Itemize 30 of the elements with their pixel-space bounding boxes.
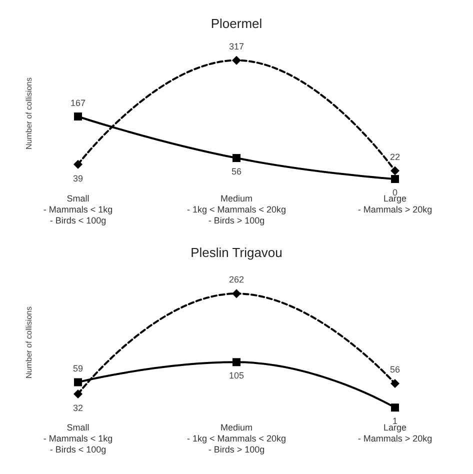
point bbox=[74, 378, 82, 386]
point bbox=[232, 358, 240, 366]
point bbox=[391, 404, 399, 412]
point bbox=[74, 390, 82, 399]
data-label: 39 bbox=[72, 173, 84, 184]
data-label: 22 bbox=[390, 152, 400, 162]
y-axis-title: Number of collisions bbox=[24, 77, 34, 150]
chart-title: Pleslin Trigavou bbox=[190, 245, 282, 260]
point bbox=[390, 379, 400, 388]
data-label: 105 bbox=[228, 370, 244, 381]
chart-title: Ploermel bbox=[210, 16, 262, 31]
data-label: 32 bbox=[72, 403, 84, 414]
x-tick-label: Small - Mammals < 1kg - Birds < 100g bbox=[43, 422, 113, 454]
point bbox=[74, 160, 82, 169]
data-label: 56 bbox=[390, 364, 400, 375]
data-label: 167 bbox=[70, 98, 86, 108]
data-label: 317 bbox=[228, 41, 244, 52]
point bbox=[391, 175, 399, 183]
x-tick-label: Medium - 1kg < Mammals < 20kg - Birds > 100g bbox=[186, 194, 286, 226]
point bbox=[232, 56, 241, 65]
point bbox=[232, 154, 240, 162]
point bbox=[390, 166, 400, 176]
data-label: 56 bbox=[231, 166, 242, 177]
data-label: 59 bbox=[72, 364, 84, 374]
x-tick-label: Medium - 1kg < Mammals < 20kg - Birds > 100g bbox=[186, 422, 286, 454]
point bbox=[232, 289, 241, 298]
point bbox=[74, 112, 82, 120]
y-axis-title: Number of collisions bbox=[24, 306, 34, 379]
x-tick-label: Small - Mammals < 1kg - Birds < 100g bbox=[43, 194, 113, 226]
data-label: 262 bbox=[228, 274, 244, 285]
